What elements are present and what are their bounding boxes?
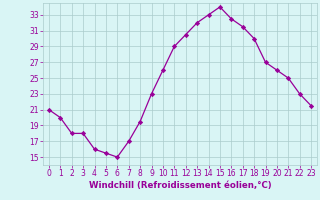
X-axis label: Windchill (Refroidissement éolien,°C): Windchill (Refroidissement éolien,°C) <box>89 181 271 190</box>
